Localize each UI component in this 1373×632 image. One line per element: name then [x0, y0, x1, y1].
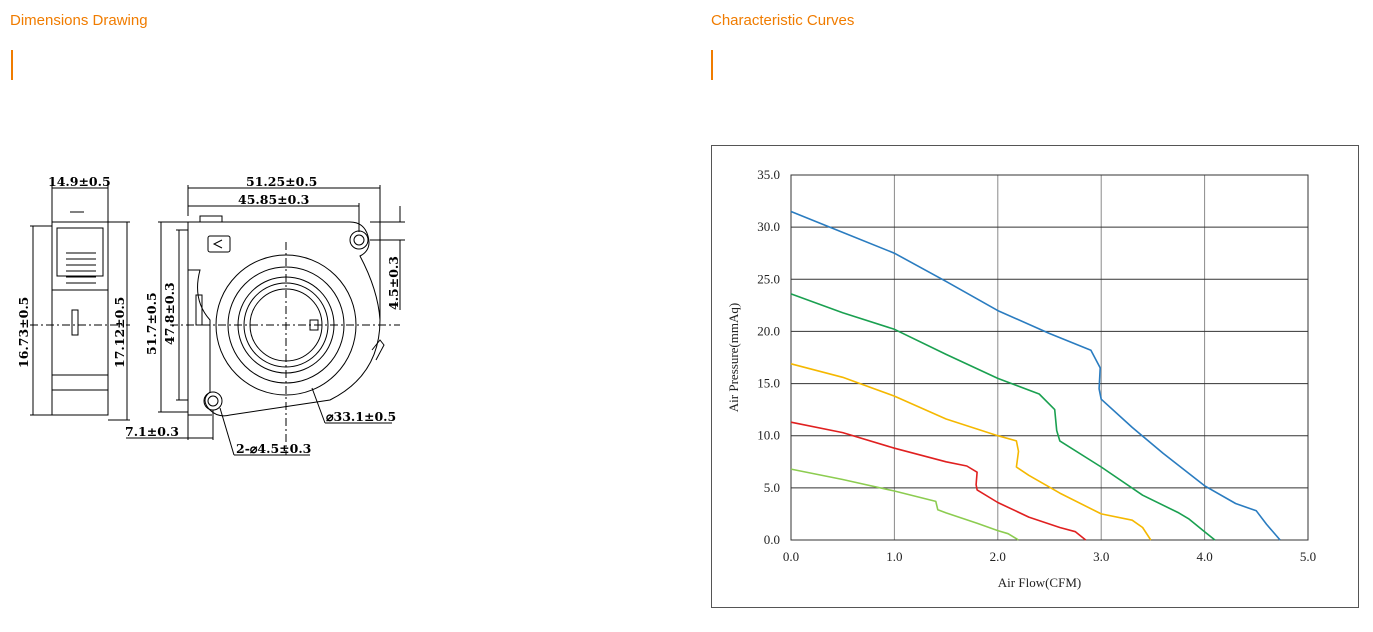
- x-tick-label: 3.0: [1093, 549, 1109, 564]
- x-tick-label: 1.0: [886, 549, 902, 564]
- side-view-top-block: [56, 227, 104, 277]
- mount-hole-bottom: [203, 391, 223, 411]
- side-view-slot: [71, 309, 79, 336]
- dim-outer-height: 51.7±0.5: [144, 292, 159, 355]
- dim-side-height-inner: 17.12±0.5: [112, 297, 127, 368]
- characteristic-curves-chart: 0.0 1.0 2.0 3.0 4.0 5.0 0.0 5.0 10.0 15.0 20.0 25.0…: [711, 145, 1359, 608]
- series-line-1: [790, 210, 1281, 541]
- series-line-2: [790, 293, 1216, 541]
- dimensions-drawing-title: Dimensions Drawing: [10, 12, 148, 29]
- characteristic-curves-title: Characteristic Curves: [711, 12, 855, 29]
- y-tick-label: 20.0: [757, 323, 780, 338]
- y-axis-label: Air Pressure(mmAq): [726, 303, 741, 412]
- chart-svg: 0.0 1.0 2.0 3.0 4.0 5.0 0.0 5.0 10.0 15.0 20.0 25.0…: [726, 167, 1316, 590]
- series-line-4: [790, 421, 1087, 541]
- dim-side-height-outer: 16.73±0.5: [16, 297, 31, 368]
- series-line-3: [790, 363, 1152, 541]
- dim-impeller-diameter: ⌀33.1±0.5: [326, 409, 396, 424]
- y-tick-label: 10.0: [757, 428, 780, 443]
- front-view-housing: [187, 221, 381, 417]
- dim-inner-height: 47.8±0.3: [162, 282, 177, 345]
- dim-side-width: 14.9±0.5: [48, 174, 111, 189]
- dim-right-offset: 4.5±0.3: [386, 256, 401, 310]
- dimensions-title-accent-bar: [11, 50, 13, 80]
- y-tick-label: 25.0: [757, 271, 780, 286]
- side-view-body: [51, 221, 109, 416]
- y-tick-label: 0.0: [764, 532, 780, 547]
- mount-hole-top: [349, 230, 369, 250]
- x-tick-label: 2.0: [990, 549, 1006, 564]
- x-tick-label: 0.0: [783, 549, 799, 564]
- dim-top-width: 51.25±0.5: [246, 174, 317, 189]
- x-tick-label: 5.0: [1300, 549, 1316, 564]
- dim-inner-width: 45.85±0.3: [238, 192, 309, 207]
- x-tick-label: 4.0: [1196, 549, 1212, 564]
- dim-hole-spec: 2-⌀4.5±0.3: [236, 441, 311, 456]
- dim-bottom-offset: 7.1±0.3: [125, 424, 179, 439]
- y-tick-label: 30.0: [757, 219, 780, 234]
- front-view-tab: [199, 215, 223, 223]
- x-axis-label: Air Flow(CFM): [998, 575, 1081, 590]
- dimensions-drawing: 14.9±0.5 16.73±0.5 17.12±0.5 51.25±0.5 4…: [16, 174, 405, 456]
- front-view-logo-mark: [207, 235, 231, 253]
- series-line-5: [790, 468, 1019, 541]
- y-tick-label: 35.0: [757, 167, 780, 182]
- y-tick-label: 15.0: [757, 376, 780, 391]
- y-tick-label: 5.0: [764, 480, 780, 495]
- plot-frame: [790, 174, 1309, 541]
- curves-title-accent-bar: [711, 50, 713, 80]
